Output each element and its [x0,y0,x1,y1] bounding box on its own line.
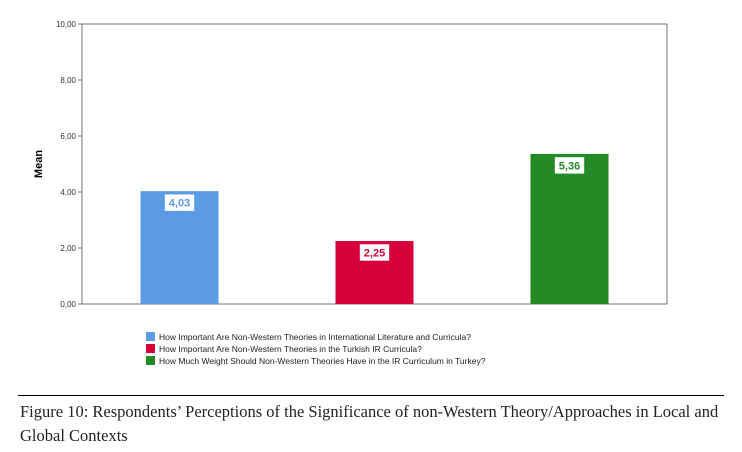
y-tick-label: 4,00 [60,188,76,197]
legend: How Important Are Non-Western Theories i… [146,332,486,366]
bar [530,153,609,304]
legend-item-label: How Much Weight Should Non-Western Theor… [159,356,486,366]
bars: 4,03 2,25 5,36 [140,153,609,304]
y-axis: 0,00 2,00 4,00 6,00 8,00 10,00 [56,20,82,309]
bar-chart: 0,00 2,00 4,00 6,00 8,00 10,00 4,03 2,25 5,36 M… [33,20,668,366]
legend-item-label: How Important Are Non-Western Theories i… [159,332,471,342]
legend-swatch [146,356,155,365]
data-label-box [554,156,585,175]
caption-divider [18,395,724,396]
y-tick-label: 6,00 [60,132,76,141]
y-tick-label: 2,00 [60,244,76,253]
figure-caption: Figure 10: Respondents’ Perceptions of t… [20,402,719,445]
legend-swatch [146,344,155,353]
legend-swatch [146,332,155,341]
data-label: 5,36 [559,160,580,172]
data-label: 2,25 [364,248,385,260]
y-tick-label: 8,00 [60,76,76,85]
y-axis-label: Mean [33,150,45,178]
y-tick-label: 0,00 [60,300,76,309]
y-tick-label: 10,00 [56,20,77,29]
data-label-box [164,193,195,212]
data-label-box [359,243,390,262]
data-label: 4,03 [169,198,190,210]
legend-item-label: How Important Are Non-Western Theories i… [159,344,422,354]
